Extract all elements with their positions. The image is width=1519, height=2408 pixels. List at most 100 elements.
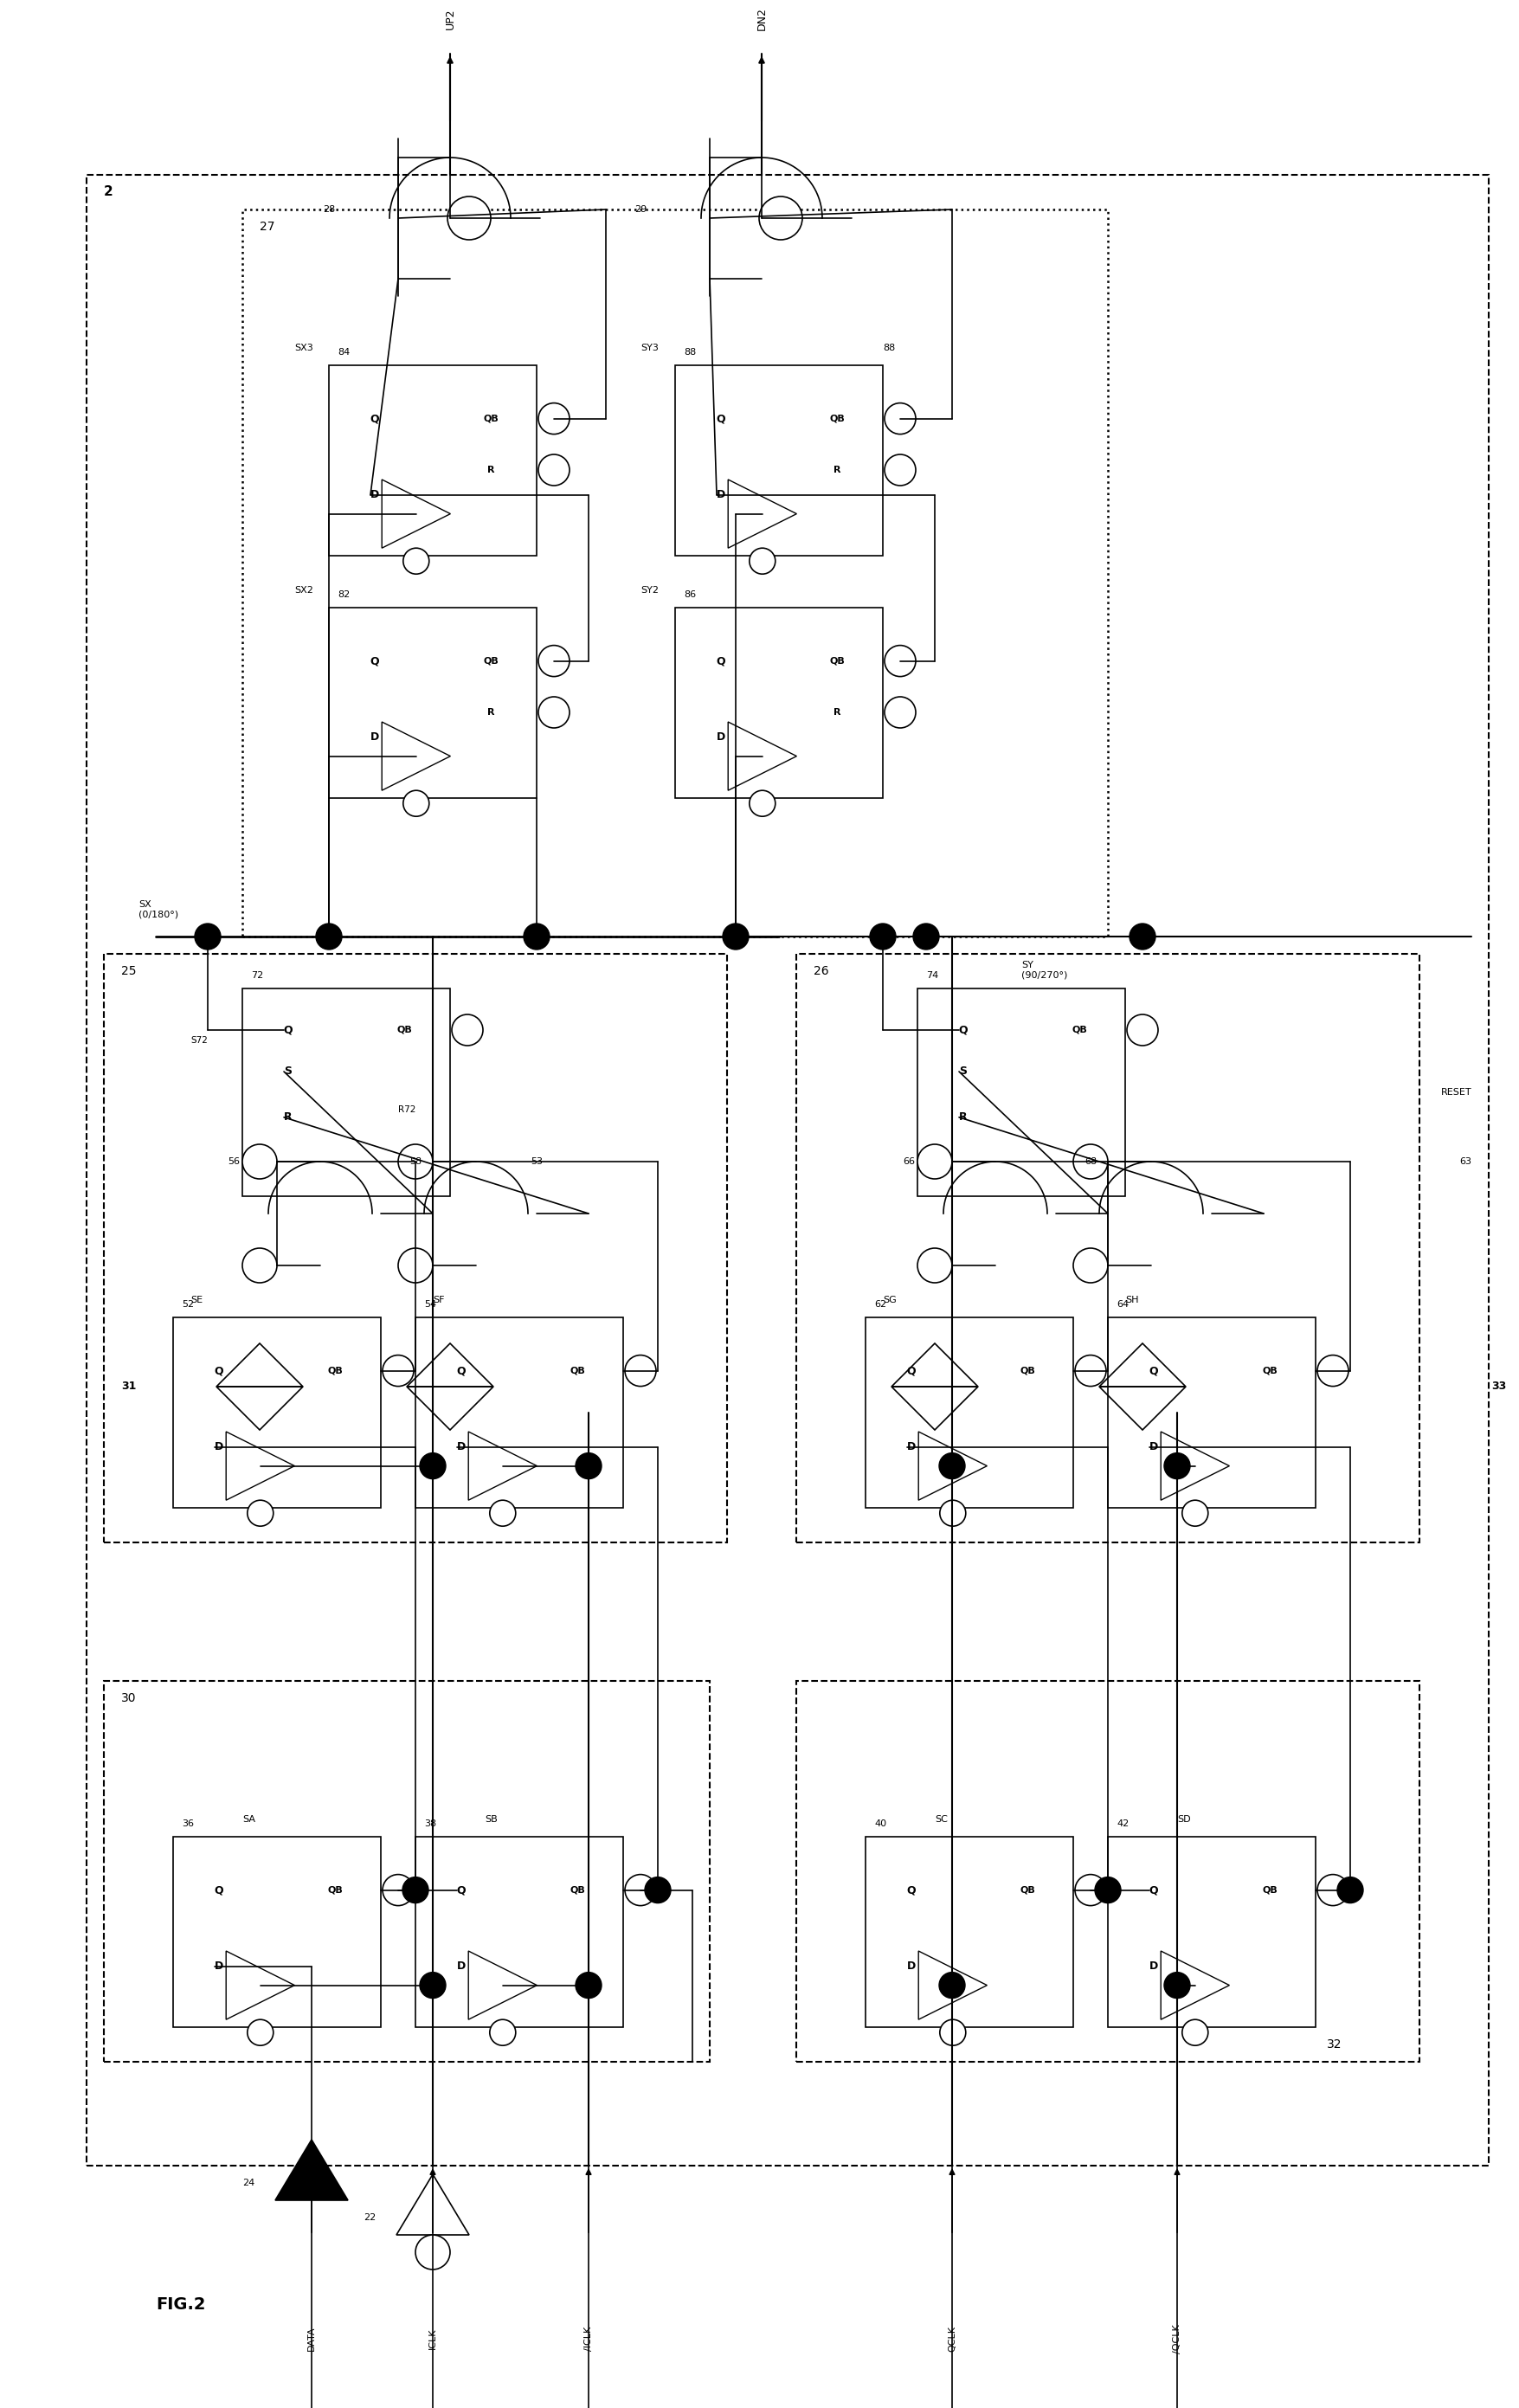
Circle shape (749, 549, 775, 573)
Text: QB: QB (829, 414, 845, 424)
Text: SX
(0/180°): SX (0/180°) (138, 901, 178, 920)
Circle shape (869, 925, 895, 949)
Text: QB: QB (1019, 1365, 1034, 1375)
Text: Q: Q (958, 1023, 968, 1035)
Bar (242, 987, 450, 1197)
Circle shape (624, 1356, 656, 1387)
Text: DATA: DATA (307, 2326, 316, 2350)
Text: 88: 88 (684, 349, 696, 356)
Circle shape (939, 2020, 965, 2044)
Text: Q: Q (1148, 1885, 1157, 1895)
Text: S72: S72 (190, 1035, 208, 1045)
Text: D: D (371, 732, 378, 742)
Bar (328, 607, 536, 797)
Circle shape (749, 790, 775, 816)
Text: Q: Q (456, 1885, 465, 1895)
Text: D: D (907, 1960, 914, 1972)
Text: SE: SE (190, 1296, 202, 1305)
Bar (103, 954, 726, 1544)
Circle shape (538, 696, 570, 727)
Text: QCLK: QCLK (948, 2326, 955, 2353)
Bar (328, 366, 536, 556)
Text: S: S (958, 1067, 966, 1076)
Text: 74: 74 (925, 970, 937, 980)
Circle shape (419, 1972, 445, 1999)
Circle shape (316, 925, 342, 949)
Text: UP2: UP2 (444, 10, 456, 29)
Text: 30: 30 (122, 1693, 137, 1705)
Circle shape (1182, 1500, 1208, 1527)
Text: RESET: RESET (1440, 1088, 1470, 1096)
Circle shape (1074, 1873, 1106, 1905)
Text: SA: SA (242, 1816, 255, 1823)
Text: SY2: SY2 (639, 585, 658, 595)
Bar (864, 1317, 1072, 1507)
Text: R: R (284, 1112, 292, 1122)
Circle shape (538, 645, 570, 677)
Circle shape (1182, 2020, 1208, 2044)
Text: 31: 31 (122, 1382, 137, 1392)
Bar (1107, 1837, 1315, 2028)
Text: Q: Q (907, 1365, 916, 1377)
Circle shape (917, 1247, 951, 1283)
Text: D: D (1148, 1442, 1157, 1452)
Text: D: D (456, 1960, 465, 1972)
Circle shape (242, 1144, 276, 1180)
Text: SD: SD (1176, 1816, 1189, 1823)
Text: 32: 32 (1326, 2040, 1341, 2052)
Circle shape (383, 1356, 413, 1387)
Text: R72: R72 (398, 1105, 416, 1115)
Circle shape (524, 925, 550, 949)
Text: QB: QB (570, 1365, 585, 1375)
Circle shape (576, 1972, 602, 1999)
Text: 86: 86 (684, 590, 696, 600)
Text: Q: Q (369, 655, 378, 667)
Circle shape (489, 2020, 515, 2044)
Circle shape (447, 197, 491, 241)
Text: 64: 64 (1116, 1300, 1129, 1308)
Circle shape (884, 645, 916, 677)
Text: D: D (715, 732, 725, 742)
Circle shape (1317, 1873, 1347, 1905)
Text: SY
(90/270°): SY (90/270°) (1021, 961, 1066, 980)
Text: 38: 38 (424, 1820, 436, 1828)
Text: 42: 42 (1116, 1820, 1129, 1828)
Circle shape (884, 455, 916, 486)
Bar (796, 954, 1419, 1544)
Text: Q: Q (214, 1885, 223, 1895)
Text: D: D (214, 1960, 223, 1972)
Circle shape (576, 1452, 602, 1479)
Circle shape (1129, 925, 1154, 949)
Bar (864, 1837, 1072, 2028)
Text: Q: Q (715, 412, 725, 424)
Text: 24: 24 (242, 2179, 255, 2186)
Circle shape (1164, 1452, 1189, 1479)
Bar (415, 1317, 623, 1507)
Text: SF: SF (433, 1296, 444, 1305)
Circle shape (242, 1247, 276, 1283)
Text: SX2: SX2 (295, 585, 313, 595)
Text: Q: Q (715, 655, 725, 667)
Circle shape (884, 696, 916, 727)
Text: SH: SH (1124, 1296, 1138, 1305)
Text: QB: QB (327, 1365, 343, 1375)
Circle shape (1074, 1356, 1106, 1387)
Circle shape (917, 1144, 951, 1180)
Circle shape (1072, 1144, 1107, 1180)
Text: 66: 66 (902, 1158, 914, 1165)
Circle shape (383, 1873, 413, 1905)
Text: 26: 26 (813, 966, 828, 978)
Circle shape (415, 2235, 450, 2268)
Circle shape (939, 1972, 965, 1999)
Circle shape (538, 402, 570, 433)
Text: 28: 28 (322, 205, 334, 214)
Text: D: D (907, 1442, 914, 1452)
Circle shape (644, 1878, 670, 1902)
Text: 56: 56 (228, 1158, 240, 1165)
Text: 25: 25 (122, 966, 137, 978)
Circle shape (1126, 1014, 1157, 1045)
Text: S: S (284, 1067, 292, 1076)
Bar (415, 1837, 623, 2028)
Bar (242, 209, 1107, 937)
Text: Q: Q (456, 1365, 465, 1377)
